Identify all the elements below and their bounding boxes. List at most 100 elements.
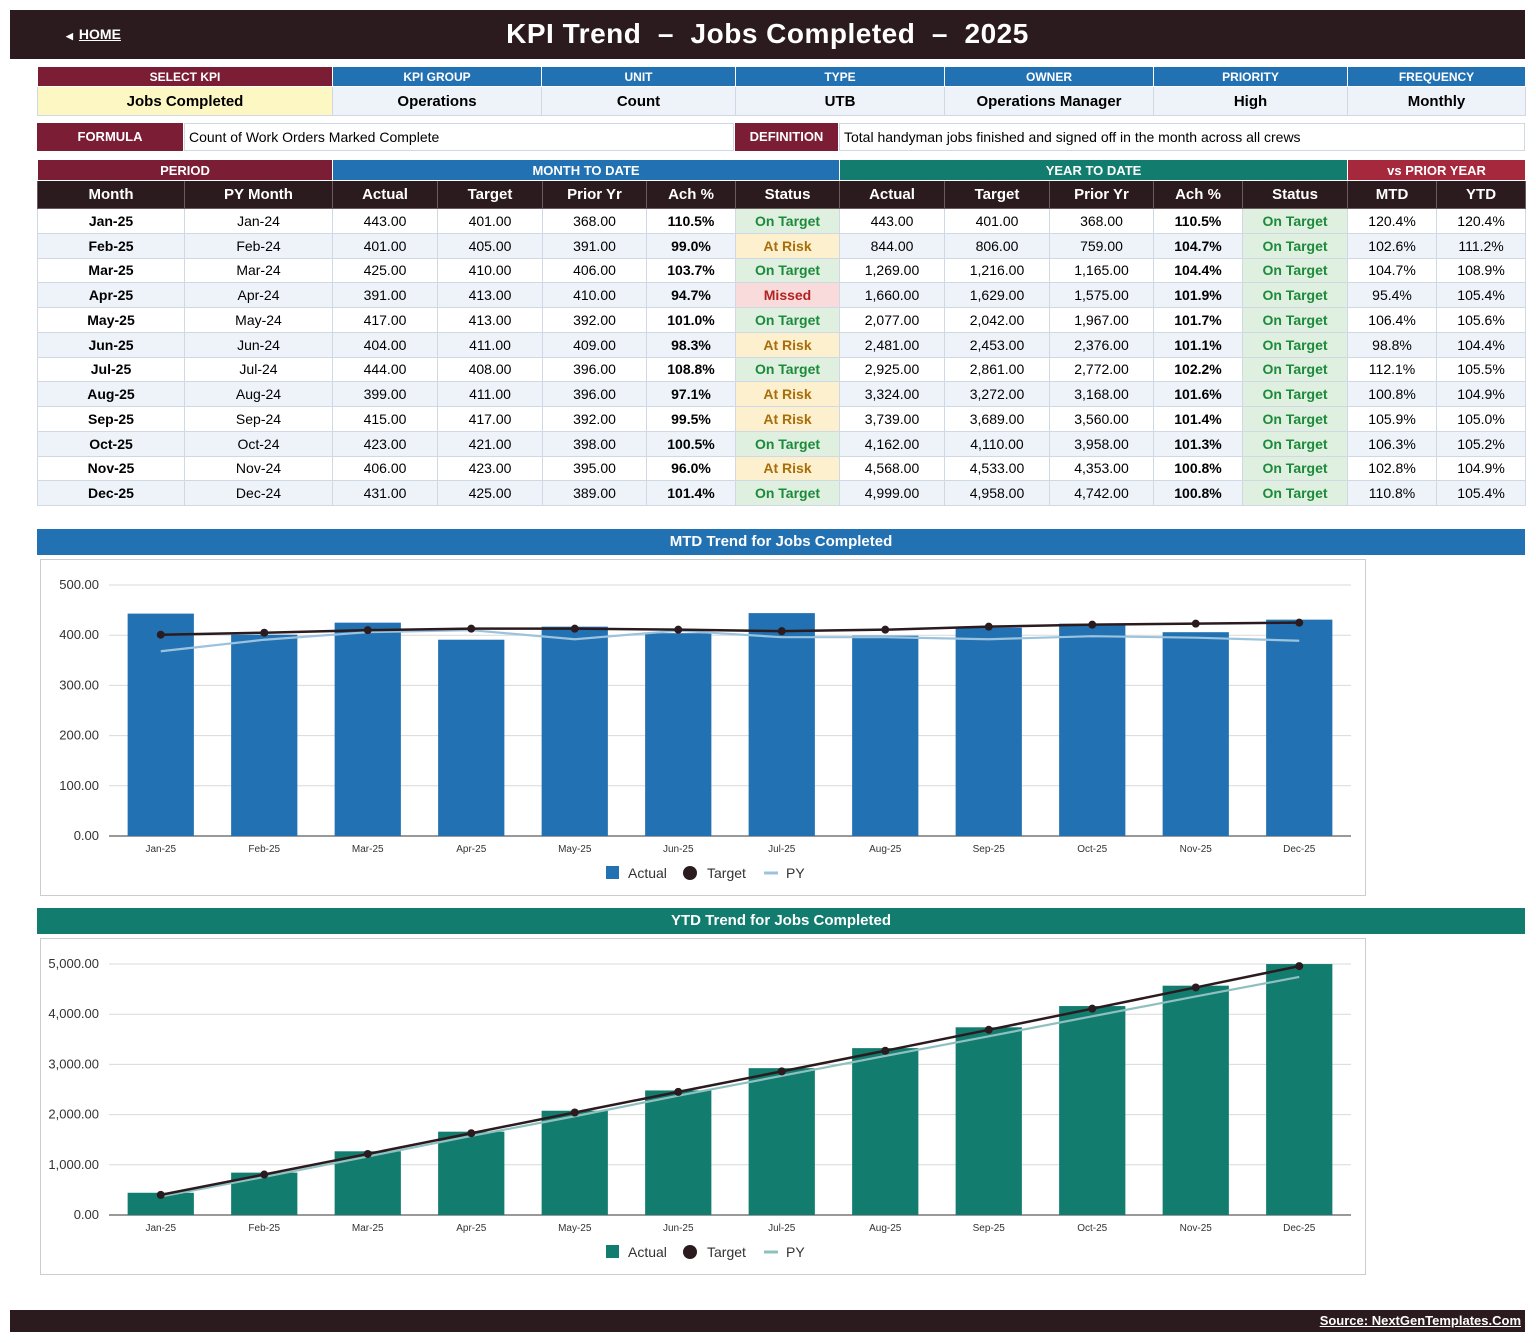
- cell-ytd-actual: 2,925.00: [839, 356, 945, 383]
- source-link[interactable]: Source: NextGenTemplates.Com: [1319, 1313, 1521, 1328]
- cell-ytd-prior-yr: 1,165.00: [1049, 257, 1154, 284]
- mtd-legend-target-label: Target: [707, 865, 746, 881]
- mtd-y-tick-label: 0.00: [74, 828, 99, 843]
- cell-ytd-ach: 101.6%: [1153, 381, 1243, 407]
- ytd-target-point: [984, 1025, 993, 1034]
- cell-ytd-target: 3,689.00: [944, 406, 1050, 432]
- home-link[interactable]: ◀ HOME: [66, 26, 121, 42]
- ytd-target-line: [160, 964, 1300, 1197]
- cell-mtd-prior-yr: 409.00: [542, 331, 647, 358]
- cell-mtd-prior-yr: 395.00: [542, 455, 647, 482]
- cell-mtd-status: On Target: [735, 430, 840, 457]
- cell-vs-py-ytd: 105.4%: [1436, 282, 1527, 308]
- ytd-y-tick-label: 2,000.00: [48, 1107, 99, 1122]
- cell-ytd-target: 3,272.00: [944, 381, 1050, 407]
- formula-definition-row: FORMULA Count of Work Orders Marked Comp…: [37, 123, 1525, 151]
- cell-vs-py-ytd: 105.5%: [1436, 356, 1527, 383]
- kpi-select-dropdown[interactable]: Jobs Completed: [37, 86, 333, 116]
- cell-vs-py-ytd: 104.9%: [1436, 381, 1527, 407]
- table-row: Jun-25 Jun-24 404.00 411.00 409.00 98.3% At Ri…: [37, 331, 1527, 358]
- cell-mtd-actual: 425.00: [332, 257, 438, 284]
- ytd-x-tick-label: Dec-25: [1283, 1223, 1316, 1234]
- cell-vs-py-ytd: 120.4%: [1436, 208, 1527, 234]
- unit-value: Count: [541, 86, 736, 116]
- cell-vs-py-mtd: 102.8%: [1347, 455, 1438, 482]
- kpi-data-table: PERIOD MONTH TO DATE YEAR TO DATE vs PRI…: [37, 159, 1527, 506]
- table-row: Oct-25 Oct-24 423.00 421.00 398.00 100.5% On T…: [37, 430, 1527, 457]
- col-header-vs-py-mtd: MTD: [1347, 180, 1438, 209]
- ytd-legend-target-label: Target: [707, 1244, 746, 1260]
- mtd-y-tick-label: 200.00: [59, 728, 99, 743]
- cell-mtd-actual: 401.00: [332, 232, 438, 259]
- mtd-target-point: [467, 624, 476, 633]
- mtd-target-point: [570, 624, 579, 633]
- cell-mtd-actual: 404.00: [332, 331, 438, 358]
- ytd-x-tick-label: Sep-25: [973, 1223, 1006, 1234]
- cell-month: Aug-25: [37, 381, 185, 407]
- mtd-target-point: [1295, 618, 1304, 627]
- priority-header: PRIORITY: [1153, 66, 1348, 87]
- cell-mtd-status: On Target: [735, 356, 840, 383]
- cell-py-month: Sep-24: [184, 406, 333, 432]
- ytd-y-tick-label: 4,000.00: [48, 1006, 99, 1021]
- cell-mtd-target: 401.00: [437, 208, 543, 234]
- cell-ytd-status: On Target: [1241, 480, 1349, 506]
- table-row: Dec-25 Dec-24 431.00 425.00 389.00 101.4% On T…: [37, 480, 1527, 506]
- cell-vs-py-mtd: 95.4%: [1347, 282, 1438, 308]
- cell-ytd-status: On Target: [1241, 356, 1349, 383]
- ytd-target-point: [363, 1149, 372, 1158]
- ytd-bar-actual: [541, 1110, 608, 1215]
- ytd-y-tick-label: 1,000.00: [48, 1157, 99, 1172]
- mtd-y-tick-label: 500.00: [59, 577, 99, 592]
- mtd-legend-target-swatch: [683, 866, 697, 880]
- mtd-x-tick-label: Apr-25: [456, 844, 486, 855]
- home-label: HOME: [78, 26, 121, 42]
- ytd-y-tick-label: 0.00: [74, 1207, 99, 1222]
- col-header-ytd-status: Status: [1241, 180, 1349, 209]
- footer-bar: Source: NextGenTemplates.Com: [10, 1310, 1525, 1332]
- cell-month: Apr-25: [37, 282, 185, 308]
- cell-ytd-ach: 101.4%: [1153, 406, 1243, 432]
- cell-py-month: Aug-24: [184, 381, 333, 407]
- cell-ytd-ach: 104.7%: [1153, 232, 1243, 259]
- mtd-target-point: [777, 627, 786, 636]
- cell-ytd-status: On Target: [1241, 331, 1349, 358]
- ytd-bar-actual: [955, 1027, 1022, 1215]
- cell-ytd-target: 1,216.00: [944, 257, 1050, 284]
- cell-vs-py-mtd: 104.7%: [1347, 257, 1438, 284]
- priority-value: High: [1153, 86, 1348, 116]
- cell-py-month: Mar-24: [184, 257, 333, 284]
- cell-mtd-actual: 444.00: [332, 356, 438, 383]
- ytd-target-point: [1191, 983, 1200, 992]
- definition-label: DEFINITION: [735, 123, 838, 151]
- cell-mtd-status: At Risk: [735, 455, 840, 482]
- cell-ytd-actual: 844.00: [839, 232, 945, 259]
- col-header-ytd-ach: Ach %: [1153, 180, 1243, 209]
- cell-mtd-status: At Risk: [735, 331, 840, 358]
- cell-ytd-actual: 443.00: [839, 208, 945, 234]
- cell-ytd-actual: 4,162.00: [839, 430, 945, 457]
- col-header-mtd-status: Status: [735, 180, 840, 209]
- cell-mtd-ach: 94.7%: [646, 282, 736, 308]
- cell-ytd-status: On Target: [1241, 406, 1349, 432]
- col-header-ytd-target: Target: [944, 180, 1050, 209]
- ytd-chart-title: YTD Trend for Jobs Completed: [37, 908, 1525, 934]
- formula-label: FORMULA: [37, 123, 183, 151]
- cell-mtd-actual: 417.00: [332, 307, 438, 333]
- cell-mtd-actual: 423.00: [332, 430, 438, 457]
- cell-vs-py-ytd: 104.9%: [1436, 455, 1527, 482]
- cell-mtd-ach: 96.0%: [646, 455, 736, 482]
- mtd-group-header: MONTH TO DATE: [332, 159, 840, 181]
- mtd-x-tick-label: Mar-25: [352, 844, 384, 855]
- cell-mtd-status: At Risk: [735, 381, 840, 407]
- cell-py-month: Feb-24: [184, 232, 333, 259]
- cell-py-month: Dec-24: [184, 480, 333, 506]
- back-arrow-icon: ◀: [66, 31, 73, 41]
- cell-month: Dec-25: [37, 480, 185, 506]
- ytd-y-tick-label: 5,000.00: [48, 956, 99, 971]
- ytd-bar-actual: [645, 1090, 712, 1215]
- cell-mtd-ach: 100.5%: [646, 430, 736, 457]
- cell-vs-py-ytd: 105.2%: [1436, 430, 1527, 457]
- cell-mtd-target: 413.00: [437, 307, 543, 333]
- cell-vs-py-ytd: 105.0%: [1436, 406, 1527, 432]
